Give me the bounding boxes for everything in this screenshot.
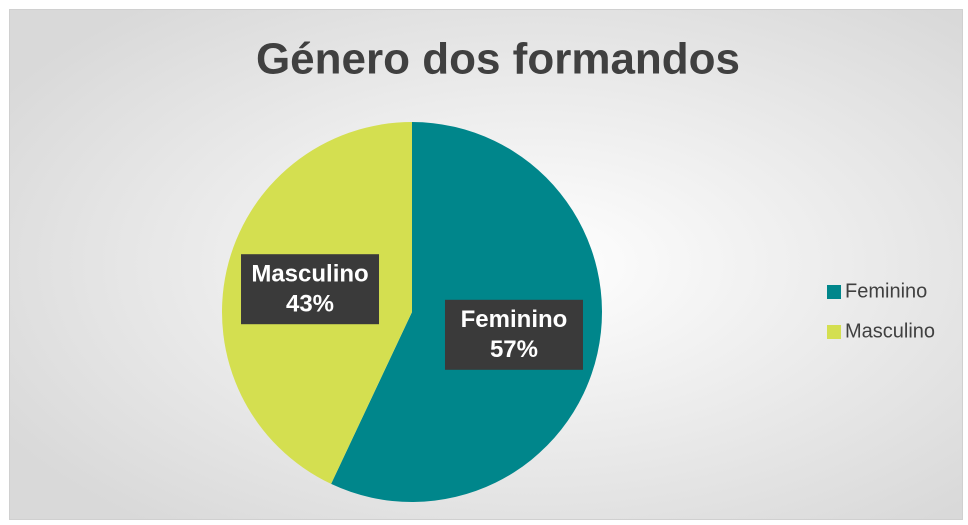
data-label-name: Masculino bbox=[251, 261, 368, 288]
data-label-box bbox=[241, 254, 380, 325]
legend-label: Masculino bbox=[845, 320, 935, 342]
data-label-value: 57% bbox=[490, 336, 538, 363]
legend-swatch bbox=[827, 285, 841, 299]
legend-label: Feminino bbox=[845, 280, 927, 302]
chart-title: Género dos formandos bbox=[256, 35, 740, 84]
data-label-value: 43% bbox=[286, 291, 334, 318]
data-label-name: Feminino bbox=[461, 306, 568, 333]
data-label-box bbox=[444, 299, 583, 370]
legend-swatch bbox=[827, 325, 841, 339]
